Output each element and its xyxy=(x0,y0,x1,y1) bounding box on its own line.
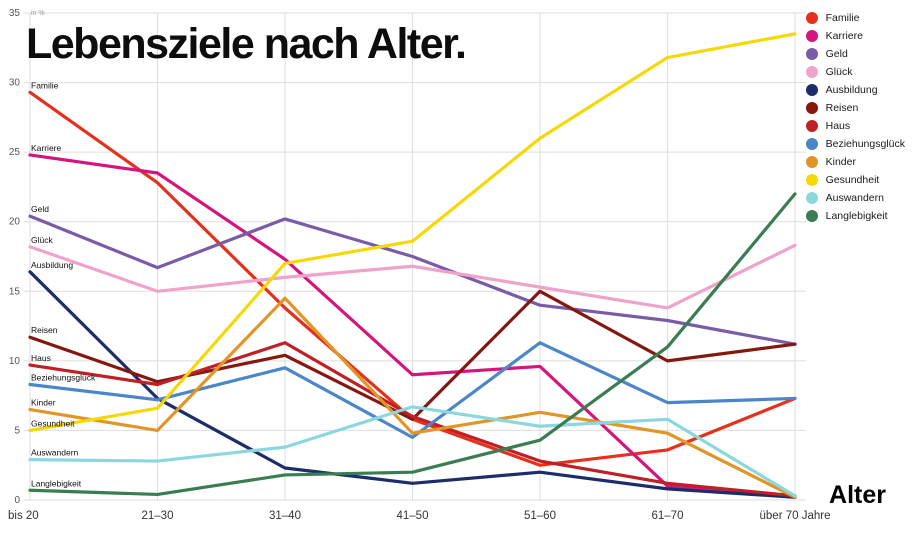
y-tick-label: 15 xyxy=(9,286,21,297)
series-start-label: Karriere xyxy=(31,143,62,153)
legend-swatch-icon xyxy=(805,11,818,24)
series-start-label: Familie xyxy=(31,80,59,90)
legend-swatch-icon xyxy=(805,47,818,60)
legend-label: Ausbildung xyxy=(825,83,878,96)
series-start-label: Geld xyxy=(31,204,49,214)
legend-label: Auswandern xyxy=(825,191,884,204)
legend-swatch-icon xyxy=(805,173,818,186)
legend-swatch-icon xyxy=(805,209,818,222)
legend-label: Beziehungsglück xyxy=(825,137,905,150)
series-start-label: Reisen xyxy=(31,325,58,335)
legend-swatch-icon xyxy=(805,137,818,150)
y-axis-unit-label: in % xyxy=(31,10,45,17)
y-tick-label: 25 xyxy=(9,147,21,158)
series-line-beziehungsglück xyxy=(28,341,797,439)
x-tick-label: 61–70 xyxy=(652,510,684,522)
legend-label: Haus xyxy=(825,119,851,132)
legend-label: Langlebigkeit xyxy=(825,209,888,222)
series-line-geld xyxy=(28,214,797,346)
y-tick-label: 30 xyxy=(9,78,21,89)
series-start-label: Auswandern xyxy=(31,448,79,458)
series-line-karriere xyxy=(28,153,797,499)
legend-swatch-icon xyxy=(805,29,818,42)
x-tick-label: 51–60 xyxy=(524,510,556,522)
legend-label: Gesundheit xyxy=(825,173,880,186)
series-start-label: Kinder xyxy=(31,398,56,408)
legend-item: Ausbildung xyxy=(805,83,905,96)
series-start-label: Gesundheit xyxy=(31,418,75,428)
series-start-label: Haus xyxy=(31,353,51,363)
series-line-kinder xyxy=(28,296,797,499)
y-tick-label: 20 xyxy=(9,217,21,228)
series-line-gesundheit xyxy=(28,32,797,433)
legend-item: Haus xyxy=(805,119,905,132)
series-start-label: Ausbildung xyxy=(31,260,73,270)
series-line-haus xyxy=(28,341,797,498)
x-tick-label: 41–50 xyxy=(397,510,429,522)
legend-item: Auswandern xyxy=(805,191,905,204)
legend-item: Langlebigkeit xyxy=(805,209,905,222)
legend-swatch-icon xyxy=(805,155,818,168)
legend-item: Glück xyxy=(805,65,905,78)
legend-item: Beziehungsglück xyxy=(805,137,905,150)
legend-item: Familie xyxy=(805,11,905,24)
legend: Familie Karriere Geld Glück Ausbildung Reisen… xyxy=(805,11,905,222)
x-axis-label: Alter xyxy=(829,481,886,509)
y-tick-label: 10 xyxy=(9,356,21,367)
legend-swatch-icon xyxy=(805,119,818,132)
legend-label: Reisen xyxy=(825,101,859,114)
legend-label: Kinder xyxy=(825,155,856,168)
series-start-label: Langlebigkeit xyxy=(31,478,82,488)
legend-swatch-icon xyxy=(805,83,818,96)
legend-swatch-icon xyxy=(805,191,818,204)
x-tick-label: über 70 Jahre xyxy=(760,510,831,522)
legend-swatch-icon xyxy=(805,65,818,78)
series-start-label: Beziehungsglück xyxy=(31,373,96,383)
series-line-langlebigkeit xyxy=(28,192,797,497)
series-line-auswandern xyxy=(28,405,797,498)
legend-item: Geld xyxy=(805,47,905,60)
series-line-reisen xyxy=(28,289,797,421)
series-start-label: Glück xyxy=(31,235,53,245)
x-tick-label: 21–30 xyxy=(142,510,174,522)
y-tick-label: 0 xyxy=(14,495,20,506)
legend-label: Karriere xyxy=(825,29,863,42)
series-line-glück xyxy=(28,243,797,310)
legend-item: Karriere xyxy=(805,29,905,42)
x-tick-label: 31–40 xyxy=(269,510,301,522)
y-tick-label: 35 xyxy=(9,8,21,19)
legend-label: Geld xyxy=(825,47,848,60)
legend-label: Familie xyxy=(825,11,860,24)
legend-item: Kinder xyxy=(805,155,905,168)
x-tick-label: bis 20 xyxy=(8,510,39,522)
legend-swatch-icon xyxy=(805,101,818,114)
legend-item: Gesundheit xyxy=(805,173,905,186)
legend-item: Reisen xyxy=(805,101,905,114)
legend-label: Glück xyxy=(825,65,853,78)
y-tick-label: 5 xyxy=(14,425,20,436)
chart-title: Lebensziele nach Alter. xyxy=(26,20,467,68)
